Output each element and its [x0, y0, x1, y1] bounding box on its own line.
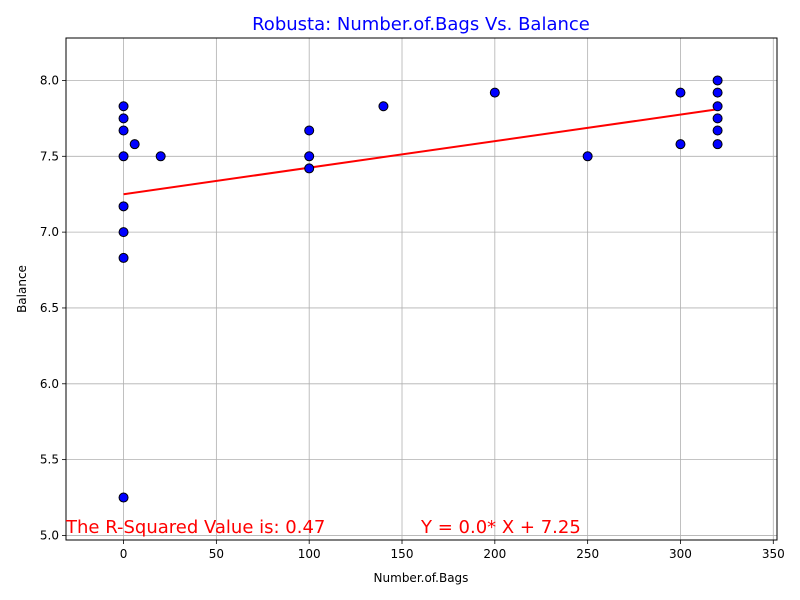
equation-annotation: Y = 0.0* X + 7.25 [420, 517, 581, 538]
x-tick-label: 150 [391, 547, 414, 561]
data-point [378, 101, 389, 112]
data-point [118, 151, 129, 162]
data-point [118, 492, 129, 503]
x-tick-label: 100 [298, 547, 321, 561]
x-tick-label: 250 [576, 547, 599, 561]
y-axis-label: Balance [15, 265, 29, 313]
data-point [304, 163, 315, 174]
data-point [712, 75, 723, 86]
data-point [582, 151, 593, 162]
y-tick-label: 7.0 [40, 225, 59, 239]
data-point [675, 87, 686, 98]
data-point [118, 201, 129, 212]
data-point [304, 151, 315, 162]
y-tick-label: 7.5 [40, 149, 59, 163]
points [118, 75, 723, 503]
x-tick-label: 350 [762, 547, 785, 561]
ticks: 0 50 100 150 200 250 300 350 5.0 5.5 6.0 6.5 7.0 7.5 8… [40, 73, 785, 561]
y-tick-label: 6.0 [40, 377, 59, 391]
regression-line [123, 108, 718, 196]
x-tick-label: 300 [669, 547, 692, 561]
r-squared-annotation: The R-Squared Value is: 0.47 [65, 517, 325, 538]
x-tick-label: 50 [209, 547, 224, 561]
data-point [118, 101, 129, 112]
data-point [118, 125, 129, 136]
x-tick-label: 200 [483, 547, 506, 561]
x-tick-label: 0 [120, 547, 128, 561]
data-point [118, 113, 129, 124]
data-point [129, 139, 140, 150]
chart-title: Robusta: Number.of.Bags Vs. Balance [252, 14, 590, 35]
data-point [712, 113, 723, 124]
data-point [118, 252, 129, 263]
data-point [712, 139, 723, 150]
data-point [304, 125, 315, 136]
y-tick-label: 5.5 [40, 453, 59, 467]
data-point [712, 101, 723, 112]
data-point [155, 151, 166, 162]
y-tick-label: 8.0 [40, 73, 59, 87]
y-tick-label: 6.5 [40, 301, 59, 315]
plot-area [66, 38, 777, 540]
data-point [118, 227, 129, 238]
fit-line-group [123, 108, 718, 196]
data-point [489, 87, 500, 98]
data-point [712, 125, 723, 136]
data-point [675, 139, 686, 150]
y-tick-label: 5.0 [40, 528, 59, 542]
grid [66, 38, 777, 540]
plot-frame [65, 37, 778, 541]
x-axis-label: Number.of.Bags [374, 571, 469, 585]
data-point [712, 87, 723, 98]
